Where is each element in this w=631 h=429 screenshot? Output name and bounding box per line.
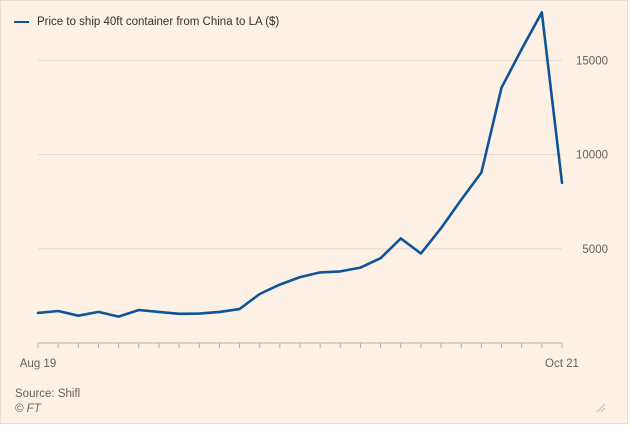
x-tick-labels: Aug 19 Oct 21 [20, 358, 579, 370]
x-tick-label: Aug 19 [20, 358, 56, 370]
legend-label: Price to ship 40ft container from China … [37, 16, 280, 28]
y-tick-label: 10000 [576, 150, 608, 162]
y-tick-labels: 5000 10000 15000 [576, 55, 608, 255]
legend-swatch [14, 20, 29, 24]
y-tick-label: 15000 [576, 55, 608, 67]
gridlines [38, 59, 562, 250]
footer: Source: Shifl © FT [15, 387, 80, 417]
x-tick-label: Oct 21 [545, 358, 579, 370]
x-axis [37, 342, 563, 348]
source-note: Source: Shifl [15, 388, 81, 400]
legend: Price to ship 40ft container from China … [14, 13, 279, 31]
y-tick-label: 5000 [582, 244, 608, 256]
series-lines [36, 11, 564, 318]
resize-grip-icon [596, 403, 606, 413]
copyright-note: © FT [15, 403, 41, 415]
series-line [36, 11, 564, 318]
